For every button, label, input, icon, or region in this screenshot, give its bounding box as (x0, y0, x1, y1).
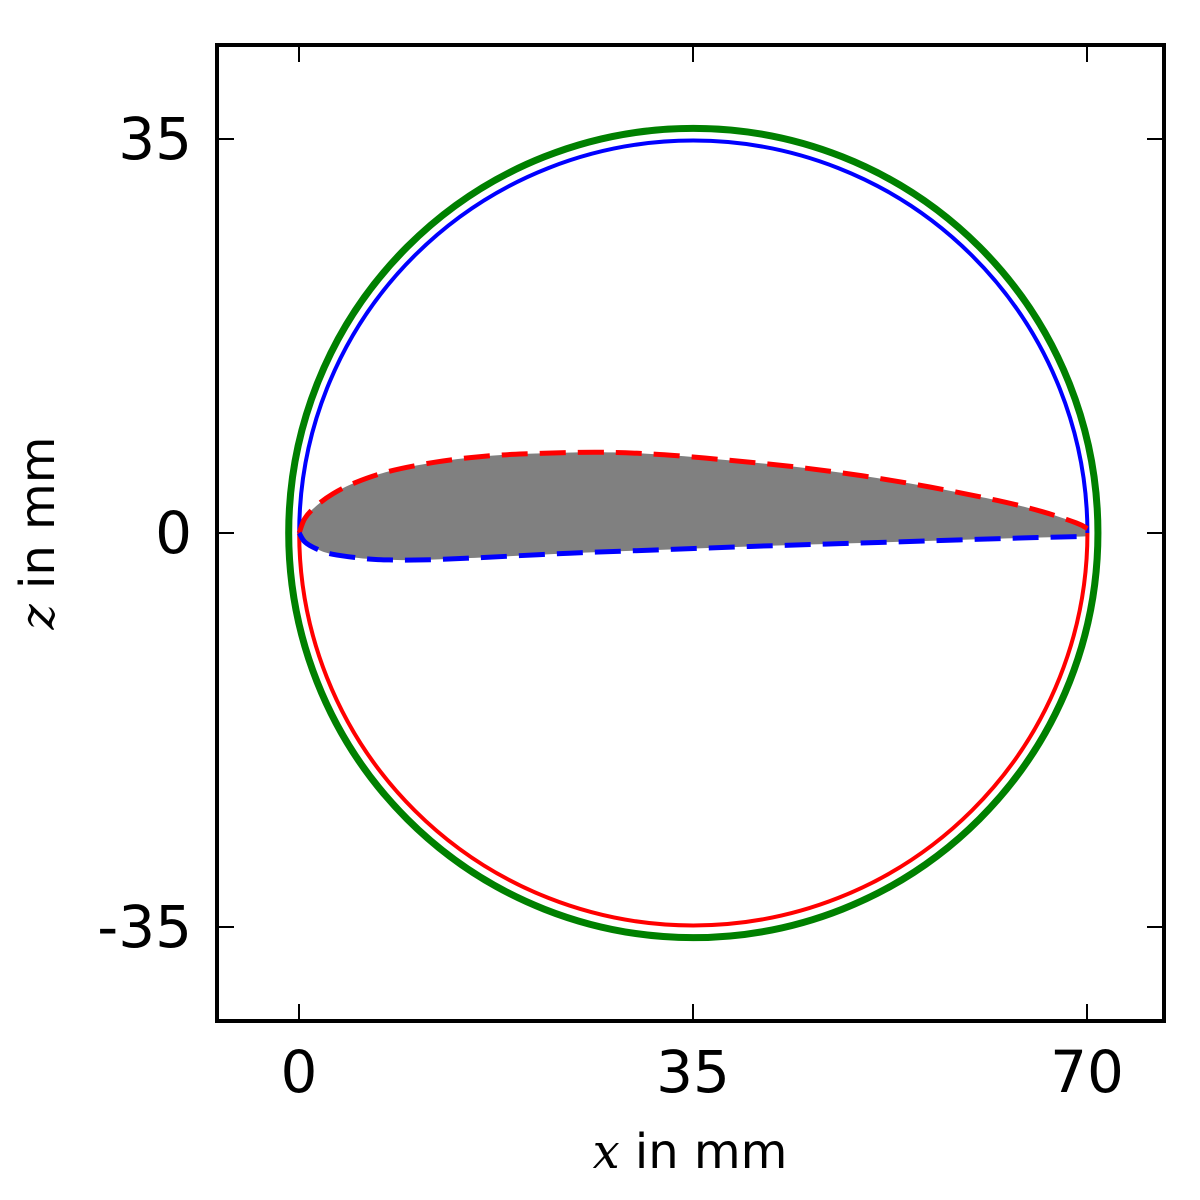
x-axis-label: x in mm (593, 1124, 788, 1180)
x-axis-variable: x (593, 1124, 620, 1180)
outer-circle-series (285, 124, 1102, 942)
airfoil-fill (299, 452, 1088, 561)
x-tick-label-35: 35 (656, 1038, 730, 1106)
y-tick-label-35: 35 (118, 105, 192, 173)
x-tick-label-0: 0 (281, 1038, 318, 1106)
y-axis-label: z in mm (10, 436, 66, 630)
x-tick-label-70: 70 (1050, 1038, 1124, 1106)
y-tick-label-neg35: -35 (97, 893, 192, 961)
ticks (217, 45, 1164, 1021)
x-axis-unit: in mm (620, 1124, 788, 1180)
airfoil-upper-surface-series (296, 449, 1089, 534)
airfoil-lower-surface-series (297, 531, 1088, 563)
y-axis-unit: in mm (10, 436, 66, 604)
y-axis-variable: z (10, 604, 66, 631)
y-tick-label-0: 0 (155, 499, 192, 567)
upper-arc-series (297, 138, 1090, 534)
lower-arc-series (297, 532, 1090, 928)
